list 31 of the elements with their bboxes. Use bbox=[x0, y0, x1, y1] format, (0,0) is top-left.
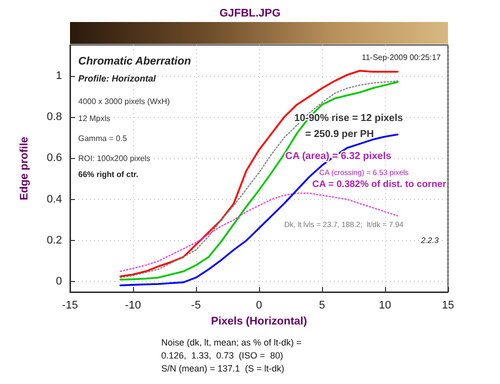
annotation: Gamma = 0.5 bbox=[78, 134, 128, 143]
y-tick-label: 0.2 bbox=[46, 234, 62, 247]
annotation: CA (area) = 6.32 pixels bbox=[285, 150, 392, 162]
x-tick-label: 0 bbox=[256, 300, 262, 312]
annotation: 12 Mpxls bbox=[78, 114, 110, 123]
x-axis-title: Pixels (Horizontal) bbox=[211, 315, 308, 328]
y-tick-label: 0.8 bbox=[46, 111, 62, 124]
annotation: 11-Sep-2009 00:25:17 bbox=[362, 52, 442, 62]
annotation: 4000 x 3000 pixels (WxH) bbox=[78, 96, 170, 106]
text: 0.126, 1.33, 0.73 (ISO = 80) bbox=[161, 350, 284, 360]
x-tick-label: -10 bbox=[125, 300, 141, 312]
y-tick-label: 0 bbox=[56, 276, 62, 288]
text: Noise (dk, lt, mean; as % of lt-dk) = bbox=[161, 337, 302, 348]
x-tick-label: -5 bbox=[191, 300, 201, 312]
x-tick-label: 15 bbox=[442, 300, 454, 312]
x-tick-label: 5 bbox=[318, 300, 326, 312]
y-axis-title: Edge profile bbox=[18, 136, 30, 200]
annotation: CA = 0.382% of dist. to corner bbox=[312, 179, 447, 190]
annotation: 66% right of ctr. bbox=[78, 170, 138, 179]
annotation: = 250.9 per PH bbox=[305, 128, 374, 140]
annotation: ROI: 100x200 pixels bbox=[78, 154, 150, 163]
x-tick-label: 10 bbox=[378, 300, 392, 312]
x-tick-label: -15 bbox=[62, 300, 78, 312]
chart-title: GJFBL.JPG bbox=[219, 8, 281, 20]
y-tick-label: 0.6 bbox=[46, 152, 62, 164]
annotation: 2.2.3 bbox=[420, 236, 440, 245]
annotation: Profile: Horizontal bbox=[78, 73, 156, 84]
y-tick-label: 1 bbox=[56, 70, 62, 82]
annotation: Chromatic Aberration bbox=[78, 55, 192, 68]
text: S/N (mean) = 137.1 (S = lt-dk) bbox=[161, 363, 284, 374]
y-tick-label: 0.4 bbox=[46, 193, 62, 206]
